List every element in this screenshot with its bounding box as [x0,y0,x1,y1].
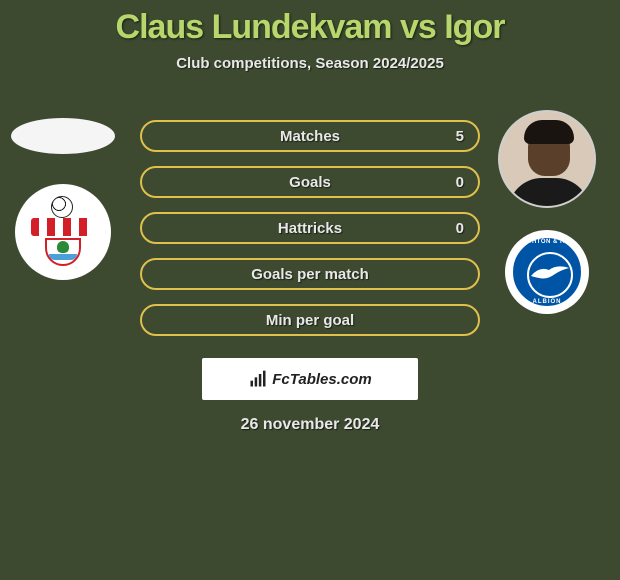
club-badge-left [15,184,111,280]
stat-row: Goals per match [140,258,480,290]
badge-text-bottom: ALBION [513,299,581,305]
stat-value-right: 0 [456,220,464,237]
stat-value-right: 5 [456,128,464,145]
watermark-text: FcTables.com [272,371,371,388]
stat-row: Matches 5 [140,120,480,152]
stat-label: Matches [280,128,340,145]
comparison-panel: BRIGHTON & HOVE ALBION Matches5Goals0Hat… [0,110,620,434]
watermark: FcTables.com [202,358,418,400]
player-photo-right [498,110,596,208]
stat-row: Min per goal [140,304,480,336]
stat-label: Goals [289,174,331,191]
badge-text-top: BRIGHTON & HOVE [513,239,581,245]
right-player-column: BRIGHTON & HOVE ALBION [492,110,602,314]
stat-label: Hattricks [278,220,342,237]
stat-row: Goals 0 [140,166,480,198]
left-player-column [8,110,118,280]
stat-label: Goals per match [251,266,369,283]
southampton-crest-icon [31,198,95,266]
stat-value-right: 0 [456,174,464,191]
player-photo-left [11,118,115,154]
stat-row: Hattricks 0 [140,212,480,244]
brighton-crest-icon: BRIGHTON & HOVE ALBION [510,235,584,309]
stats-list: Matches 5 Goals 0 Hattricks 0 Goals per match M… [140,110,480,336]
stat-label: Min per goal [266,312,354,329]
page-title: Claus Lundekvam vs Igor [0,0,620,47]
club-badge-right: BRIGHTON & HOVE ALBION [505,230,589,314]
subtitle: Club competitions, Season 2024/2025 [0,55,620,72]
date-label: 26 november 2024 [0,416,620,434]
bar-chart-icon [248,369,268,389]
